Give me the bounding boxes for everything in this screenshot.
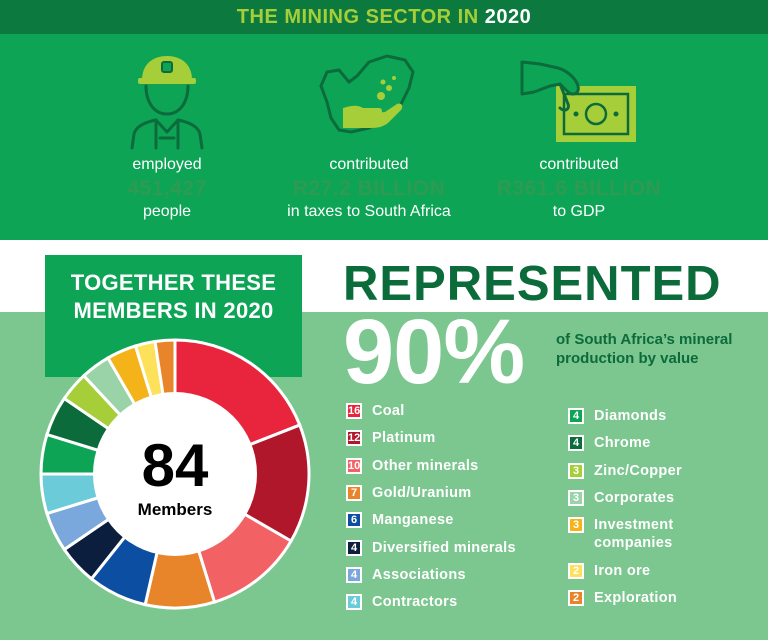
page-title: THE MINING SECTOR IN 2020 bbox=[0, 6, 768, 29]
together-line2: MEMBERS IN 2020 bbox=[73, 298, 274, 323]
legend-label: Chrome bbox=[594, 435, 651, 451]
together-line1: TOGETHER THESE bbox=[70, 270, 277, 295]
legend-label: Associations bbox=[372, 566, 466, 583]
center-label: Members bbox=[138, 500, 213, 519]
legend-count-badge: 3 bbox=[568, 463, 584, 479]
legend-label: Contractors bbox=[372, 594, 458, 611]
stat-taxes-unit: in taxes to South Africa bbox=[287, 203, 451, 220]
legend-count-badge: 4 bbox=[568, 408, 584, 424]
donut-hole bbox=[93, 392, 257, 556]
legend-count-badge: 2 bbox=[568, 563, 584, 579]
legend-label: Platinum bbox=[372, 430, 436, 447]
miner-icon bbox=[112, 42, 222, 157]
stat-gdp-value: R361.6 BILLION bbox=[496, 177, 662, 200]
stats-panel: employed 451,427 people contributed R27.… bbox=[0, 34, 768, 240]
legend-count-badge: 6 bbox=[346, 512, 362, 529]
legend-label: Exploration bbox=[594, 590, 678, 606]
south-africa-map-hand-icon bbox=[309, 42, 429, 157]
stat-gdp: contributed R361.6 BILLION to GDP bbox=[464, 34, 694, 240]
hand-banknote-icon bbox=[514, 42, 644, 157]
legend-label: Coal bbox=[372, 403, 405, 419]
legend-count-badge: 3 bbox=[568, 517, 584, 533]
title-prefix: THE MINING SECTOR IN bbox=[236, 6, 485, 28]
stat-taxes-value: R27.2 BILLION bbox=[292, 177, 446, 200]
legend-label: Iron ore bbox=[594, 563, 651, 579]
together-heading: TOGETHER THESE MEMBERS IN 2020 bbox=[45, 269, 302, 325]
legend-label: Diversified minerals bbox=[372, 539, 516, 556]
title-year: 2020 bbox=[484, 6, 532, 28]
legend-count-badge: 4 bbox=[568, 435, 584, 451]
legend-count-badge: 16 bbox=[346, 403, 362, 419]
stat-gdp-unit: to GDP bbox=[552, 203, 606, 220]
legend-label: Manganese bbox=[372, 512, 454, 529]
stat-taxes-label: contributed bbox=[329, 156, 409, 173]
represented-heading: REPRESENTED bbox=[343, 257, 722, 311]
legend-count-badge: 3 bbox=[568, 490, 584, 506]
percent-description: of South Africa’s mineral production by … bbox=[556, 331, 733, 367]
legend-label: Gold/Uranium bbox=[372, 484, 472, 501]
legend-label: Diamonds bbox=[594, 408, 667, 424]
legend-label: Investment companies bbox=[594, 517, 674, 551]
stat-employed-unit: people bbox=[142, 203, 192, 220]
legend-count-badge: 10 bbox=[346, 457, 362, 474]
members-donut-chart: 84 Members bbox=[39, 338, 311, 610]
stat-employed: employed 451,427 people bbox=[52, 34, 282, 240]
legend-count-badge: 4 bbox=[346, 566, 362, 583]
legend-count-badge: 4 bbox=[346, 594, 362, 611]
title-banner: THE MINING SECTOR IN 2020 bbox=[0, 0, 768, 34]
legend-label: Corporates bbox=[594, 490, 675, 506]
legend-count-badge: 4 bbox=[346, 539, 362, 556]
stat-employed-value: 451,427 bbox=[127, 177, 207, 200]
stat-gdp-label: contributed bbox=[539, 156, 619, 173]
legend-count-badge: 2 bbox=[568, 590, 584, 606]
legend-label: Other minerals bbox=[372, 457, 479, 474]
legend-count-badge: 7 bbox=[346, 484, 362, 501]
stat-taxes: contributed R27.2 BILLION in taxes to So… bbox=[254, 34, 484, 240]
stat-employed-label: employed bbox=[132, 156, 202, 173]
center-value: 84 bbox=[142, 432, 209, 499]
legend-label: Zinc/Copper bbox=[594, 463, 682, 479]
legend-count-badge: 12 bbox=[346, 430, 362, 447]
percent-value: 90% bbox=[343, 301, 525, 403]
